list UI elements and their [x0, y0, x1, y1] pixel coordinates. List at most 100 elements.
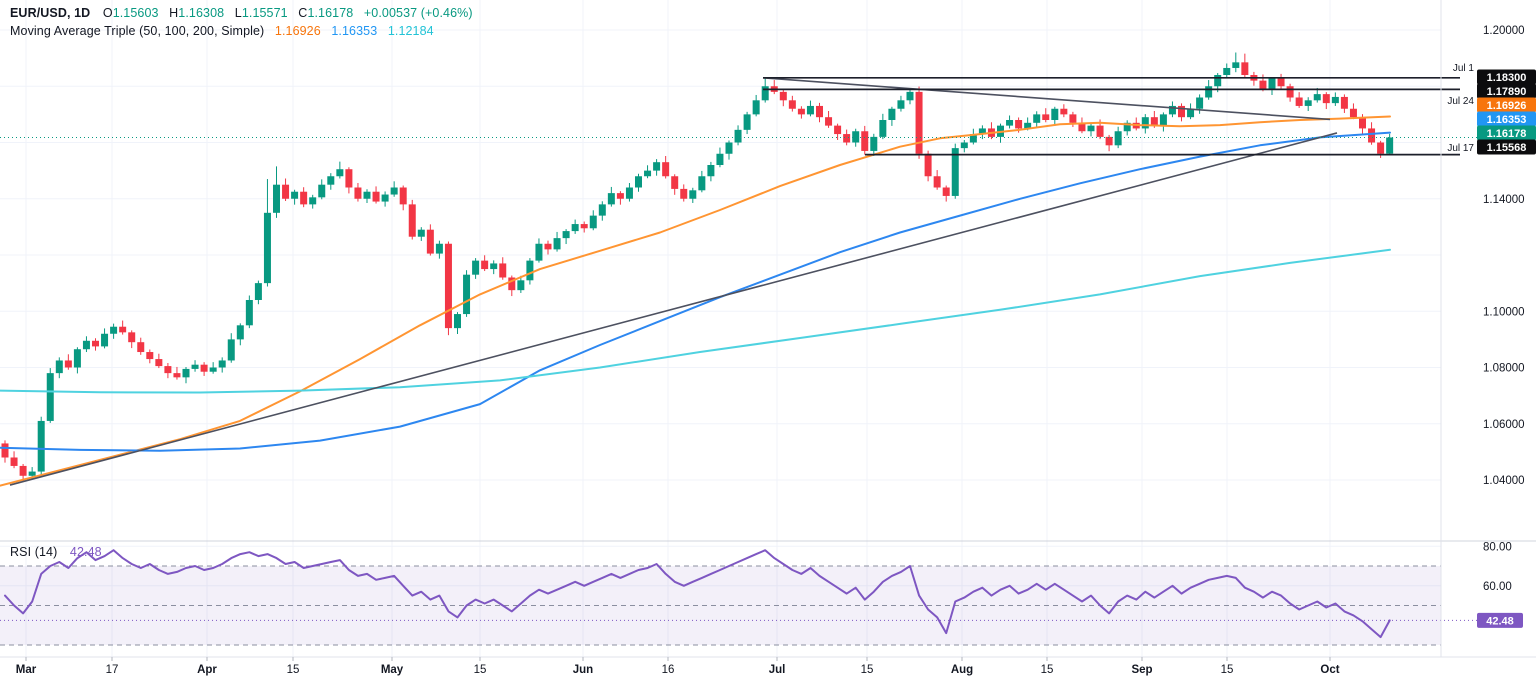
- candle-down: [1359, 117, 1366, 129]
- ma-indicator-legend-row[interactable]: Moving Average Triple (50, 100, 200, Sim…: [10, 24, 434, 38]
- candle-down: [508, 277, 516, 291]
- candle-up: [1223, 67, 1231, 75]
- candle-up: [806, 105, 814, 115]
- candle-down: [481, 260, 489, 270]
- candlestick-pane[interactable]: [1, 52, 1394, 482]
- candle-down: [426, 229, 434, 254]
- candle-down: [345, 169, 353, 188]
- time-axis-label: Sep: [1131, 664, 1152, 676]
- candle-up: [218, 360, 226, 368]
- price-axis-label: 1.20000: [1483, 25, 1525, 37]
- candle-up: [969, 134, 977, 143]
- candle-down: [580, 224, 588, 229]
- candle-down: [444, 243, 452, 329]
- candle-down: [173, 373, 181, 378]
- price-badge-text: 1.18300: [1487, 72, 1527, 84]
- candle-down: [1, 443, 9, 458]
- candle-up: [1006, 120, 1014, 126]
- candle-down: [861, 131, 869, 151]
- price-axis-badge: [1477, 83, 1536, 99]
- candle-down: [1322, 94, 1330, 104]
- candle-up: [82, 340, 90, 350]
- price-axis-badge: [1477, 111, 1536, 127]
- price-badge-text: 1.17890: [1487, 86, 1527, 98]
- candle-down: [834, 125, 842, 135]
- candle-up: [852, 131, 860, 143]
- candle-up: [236, 325, 244, 340]
- candle-down: [408, 204, 416, 237]
- candle-down: [616, 193, 624, 199]
- time-axis-label: Jun: [573, 664, 593, 676]
- candle-down: [1340, 96, 1348, 109]
- candle-up: [37, 420, 45, 472]
- candle-up: [1087, 125, 1095, 132]
- candle-down: [128, 332, 136, 343]
- candle-up: [725, 142, 733, 154]
- candle-up: [1196, 97, 1204, 109]
- candle-down: [1096, 125, 1104, 137]
- candle-up: [1205, 86, 1213, 98]
- candle-up: [635, 176, 642, 188]
- candle-up: [1313, 94, 1321, 101]
- candle-down: [1150, 117, 1158, 126]
- price-badge-text: 1.16926: [1487, 100, 1527, 112]
- candle-up: [644, 170, 652, 177]
- candle-down: [92, 340, 99, 347]
- candle-down: [843, 134, 851, 143]
- rsi-legend-row[interactable]: RSI (14) 42.48: [10, 545, 102, 559]
- time-axis-label: Oct: [1320, 664, 1339, 676]
- drawing-tools[interactable]: [0, 76, 1477, 486]
- candle-up: [336, 169, 344, 177]
- candle-down: [137, 342, 145, 353]
- price-axis[interactable]: 1.20000 1.14000 1.10000 1.08000 1.06000 1.040…: [1447, 25, 1536, 628]
- candle-down: [1078, 122, 1086, 132]
- candle-up: [1386, 137, 1394, 154]
- rsi-title[interactable]: RSI (14): [10, 545, 58, 559]
- candle-down: [933, 176, 941, 188]
- candle-down: [1295, 97, 1303, 106]
- ma-indicator-title[interactable]: Moving Average Triple (50, 100, 200, Sim…: [10, 24, 265, 38]
- candle-up: [490, 263, 498, 270]
- candle-up: [1033, 114, 1041, 123]
- candle-up: [897, 100, 905, 109]
- time-axis-label: Aug: [951, 664, 973, 676]
- candle-up: [390, 187, 398, 195]
- symbol-legend-row[interactable]: EUR/USD, 1D O1.15603 H1.16308 L1.15571 C…: [10, 6, 473, 20]
- time-axis[interactable]: Mar 17 Apr 15 May 15 Jun 16 Jul 15 Aug 15 Sep 15 Oct: [16, 657, 1340, 676]
- ma100-value: 1.16353: [331, 24, 378, 38]
- high-label: H: [169, 6, 179, 20]
- symbol-title[interactable]: EUR/USD, 1D: [10, 6, 91, 20]
- rsi-pane[interactable]: [0, 549, 1477, 646]
- candle-up: [381, 194, 389, 202]
- candle-up: [1187, 108, 1195, 118]
- candle-down: [146, 352, 154, 360]
- open-label: O: [102, 6, 113, 20]
- candle-down: [788, 100, 796, 109]
- price-badge-text: 1.16353: [1487, 114, 1527, 126]
- ma50-line: [0, 115, 1391, 487]
- candle-down: [64, 360, 72, 368]
- ma200-value: 1.12184: [387, 24, 434, 38]
- descending-trendline[interactable]: [762, 77, 1331, 121]
- ascending-trendline[interactable]: [9, 132, 1338, 486]
- candle-down: [10, 457, 18, 466]
- time-axis-label: 15: [474, 664, 487, 676]
- level-date-tag: Jul 17: [1447, 143, 1474, 154]
- time-axis-label: 15: [861, 664, 874, 676]
- candle-up: [978, 128, 986, 135]
- price-badge-text: 1.15568: [1487, 142, 1527, 154]
- candle-up: [245, 300, 253, 326]
- candle-up: [707, 165, 715, 177]
- rsi-badge-text: 42.48: [1486, 615, 1514, 627]
- candle-up: [607, 193, 615, 205]
- time-axis-label: 16: [662, 664, 675, 676]
- candle-down: [671, 176, 679, 189]
- candle-down: [1241, 62, 1249, 75]
- candle-up: [1159, 114, 1167, 126]
- candle-up: [879, 120, 887, 137]
- candle-up: [1024, 122, 1032, 129]
- time-axis-label: Apr: [197, 664, 217, 676]
- candle-up: [55, 360, 63, 374]
